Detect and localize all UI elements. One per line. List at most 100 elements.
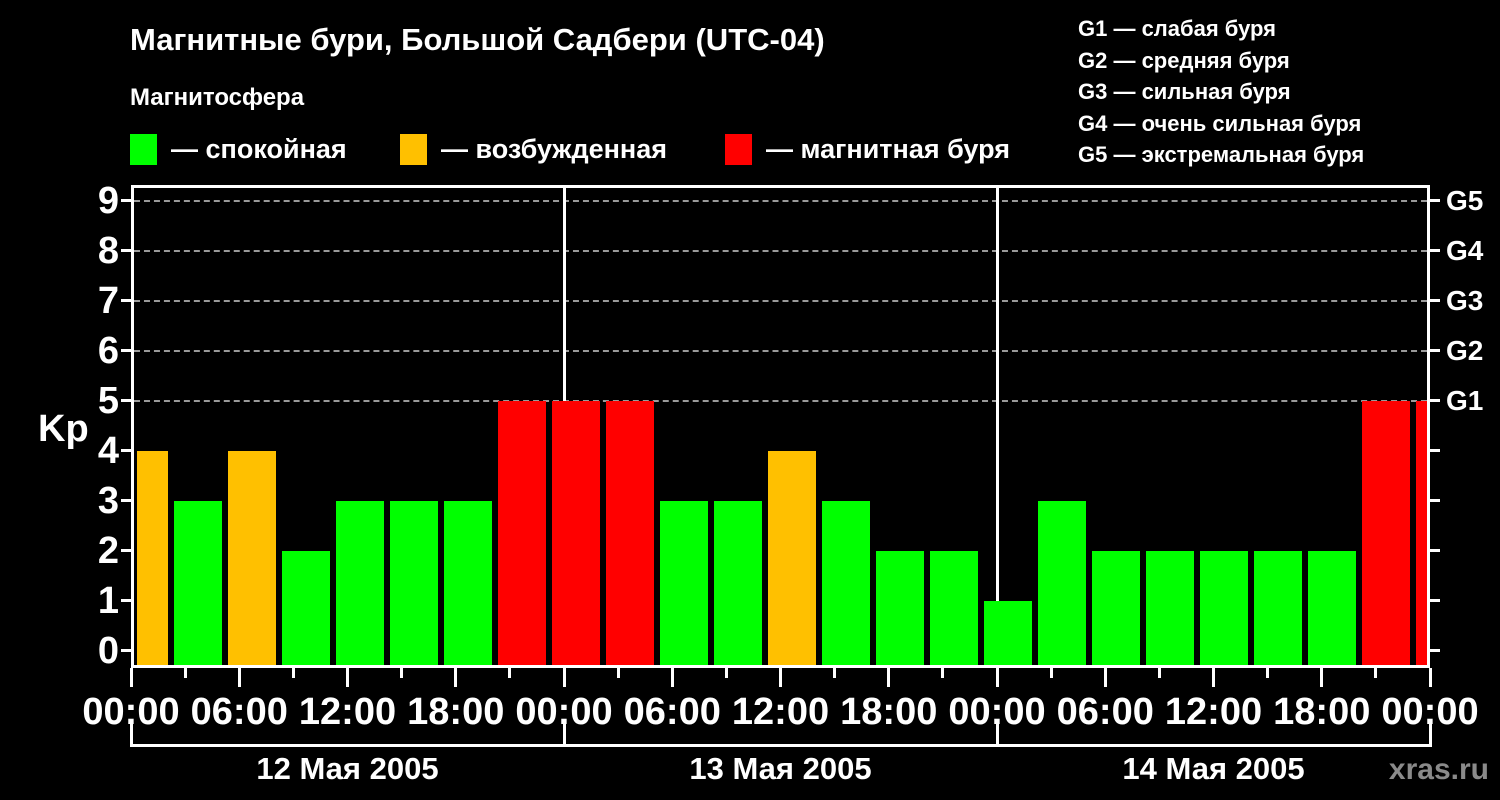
x-axis-tick (237, 668, 241, 687)
x-axis-tick-label: 18:00 (840, 691, 938, 733)
x-axis-tick-label: 06:00 (1056, 691, 1154, 733)
x-axis-tick (670, 668, 674, 687)
legend-label: — магнитная буря (766, 134, 1010, 164)
y-axis-tick (121, 299, 131, 303)
date-bracket-tick (129, 722, 133, 747)
kp-bar (822, 500, 870, 665)
y-axis-tick-label: 8 (97, 229, 119, 272)
x-axis-tick (1212, 668, 1216, 687)
y-axis-tick (121, 549, 131, 553)
kp-bar (136, 450, 168, 665)
right-axis-tick (1430, 349, 1440, 353)
y-axis-tick-label: 6 (97, 329, 119, 372)
kp-bar (660, 500, 708, 665)
x-axis-tick (183, 668, 187, 678)
legend-item: — возбужденная (400, 133, 667, 166)
gridline (134, 199, 1427, 202)
date-label: 14 Мая 2005 (1122, 751, 1305, 786)
chart-subtitle: Магнитосфера (130, 84, 305, 111)
x-axis-tick-label: 12:00 (731, 691, 830, 733)
g-level-label: G4 (1446, 234, 1484, 266)
x-axis-tick (508, 668, 512, 678)
storm-swatch (725, 134, 752, 165)
x-axis-tick (724, 668, 728, 678)
x-axis-tick (346, 668, 349, 687)
y-axis-tick-label: 5 (97, 379, 119, 422)
x-axis-tick (887, 668, 891, 687)
right-axis-tick (1430, 599, 1440, 603)
quiet-swatch (130, 134, 157, 165)
kp-bar (552, 400, 600, 665)
kp-bar (390, 500, 438, 665)
kp-bar (1038, 500, 1086, 665)
y-axis-tick (121, 399, 131, 403)
x-axis-tick (1428, 668, 1432, 687)
g-level-label: G5 (1446, 184, 1484, 216)
date-label: 13 Мая 2005 (689, 751, 872, 786)
x-axis-tick-label: 18:00 (1273, 691, 1371, 733)
x-axis-tick (291, 668, 295, 678)
kp-bar (930, 550, 978, 665)
excited-swatch (400, 134, 427, 165)
kp-bar (1308, 550, 1356, 665)
kp-bar (876, 550, 924, 665)
kp-axis-label: Kp (38, 408, 89, 450)
x-axis-tick-label: 12:00 (298, 691, 397, 733)
kp-bar (336, 500, 384, 665)
kp-bar (768, 450, 816, 665)
kp-bar (1200, 550, 1248, 665)
right-axis-tick (1430, 249, 1440, 253)
g-level-label: G2 (1446, 334, 1484, 366)
x-axis-tick (1374, 668, 1378, 678)
x-axis-tick (779, 668, 782, 687)
date-bracket (131, 744, 1430, 747)
y-axis-tick (121, 599, 131, 603)
x-axis-tick (1320, 668, 1324, 687)
plot-inner (134, 188, 1427, 665)
date-label: 12 Мая 2005 (256, 751, 439, 786)
x-axis-tick (562, 668, 566, 687)
storm-scale-legend: G1 — слабая буря G2 — средняя буря G3 — си… (1078, 13, 1364, 171)
x-axis-tick (454, 668, 458, 687)
y-axis-tick-label: 9 (97, 179, 119, 222)
kp-bar (174, 500, 222, 665)
right-axis-tick (1430, 449, 1440, 453)
g-level-label: G1 (1446, 384, 1484, 416)
x-axis-tick-label: 18:00 (407, 691, 505, 733)
plot-area (131, 185, 1430, 668)
y-axis-tick (121, 199, 131, 203)
watermark: xras.ru (1388, 753, 1489, 786)
y-axis-tick (121, 249, 131, 253)
y-axis-tick (121, 349, 131, 353)
y-axis-tick-label: 3 (97, 479, 119, 522)
x-axis-tick-label: 06:00 (623, 691, 721, 733)
gridline (134, 349, 1427, 352)
y-axis-tick-label: 0 (97, 629, 119, 672)
x-axis-tick (1049, 668, 1053, 678)
kp-bar (1092, 550, 1140, 665)
kp-bar (714, 500, 762, 665)
kp-bar (282, 550, 330, 665)
storm-scale-legend-line: G4 — очень сильная буря (1078, 110, 1362, 136)
kp-bar (606, 400, 654, 665)
storm-scale-legend-line: G3 — сильная буря (1078, 79, 1291, 105)
x-axis-tick (833, 668, 837, 678)
x-axis-tick (1266, 668, 1270, 678)
kp-bar (1254, 550, 1302, 665)
x-axis-tick (400, 668, 404, 678)
kp-bar (228, 450, 276, 665)
storm-scale-legend-line: G5 — экстремальная буря (1078, 142, 1365, 168)
date-bracket-tick (995, 722, 999, 747)
right-axis-tick (1430, 549, 1440, 553)
x-axis-tick-label: 06:00 (190, 691, 288, 733)
day-separator (995, 188, 999, 665)
legend-label: — возбужденная (441, 134, 667, 164)
x-axis-tick (1157, 668, 1161, 678)
x-axis-tick (995, 668, 999, 687)
x-axis-tick-label: 12:00 (1164, 691, 1263, 733)
y-axis-tick (121, 649, 131, 653)
legend-item: — магнитная буря (725, 133, 1010, 166)
y-axis-tick-label: 4 (97, 429, 119, 472)
right-axis-tick (1430, 199, 1440, 203)
